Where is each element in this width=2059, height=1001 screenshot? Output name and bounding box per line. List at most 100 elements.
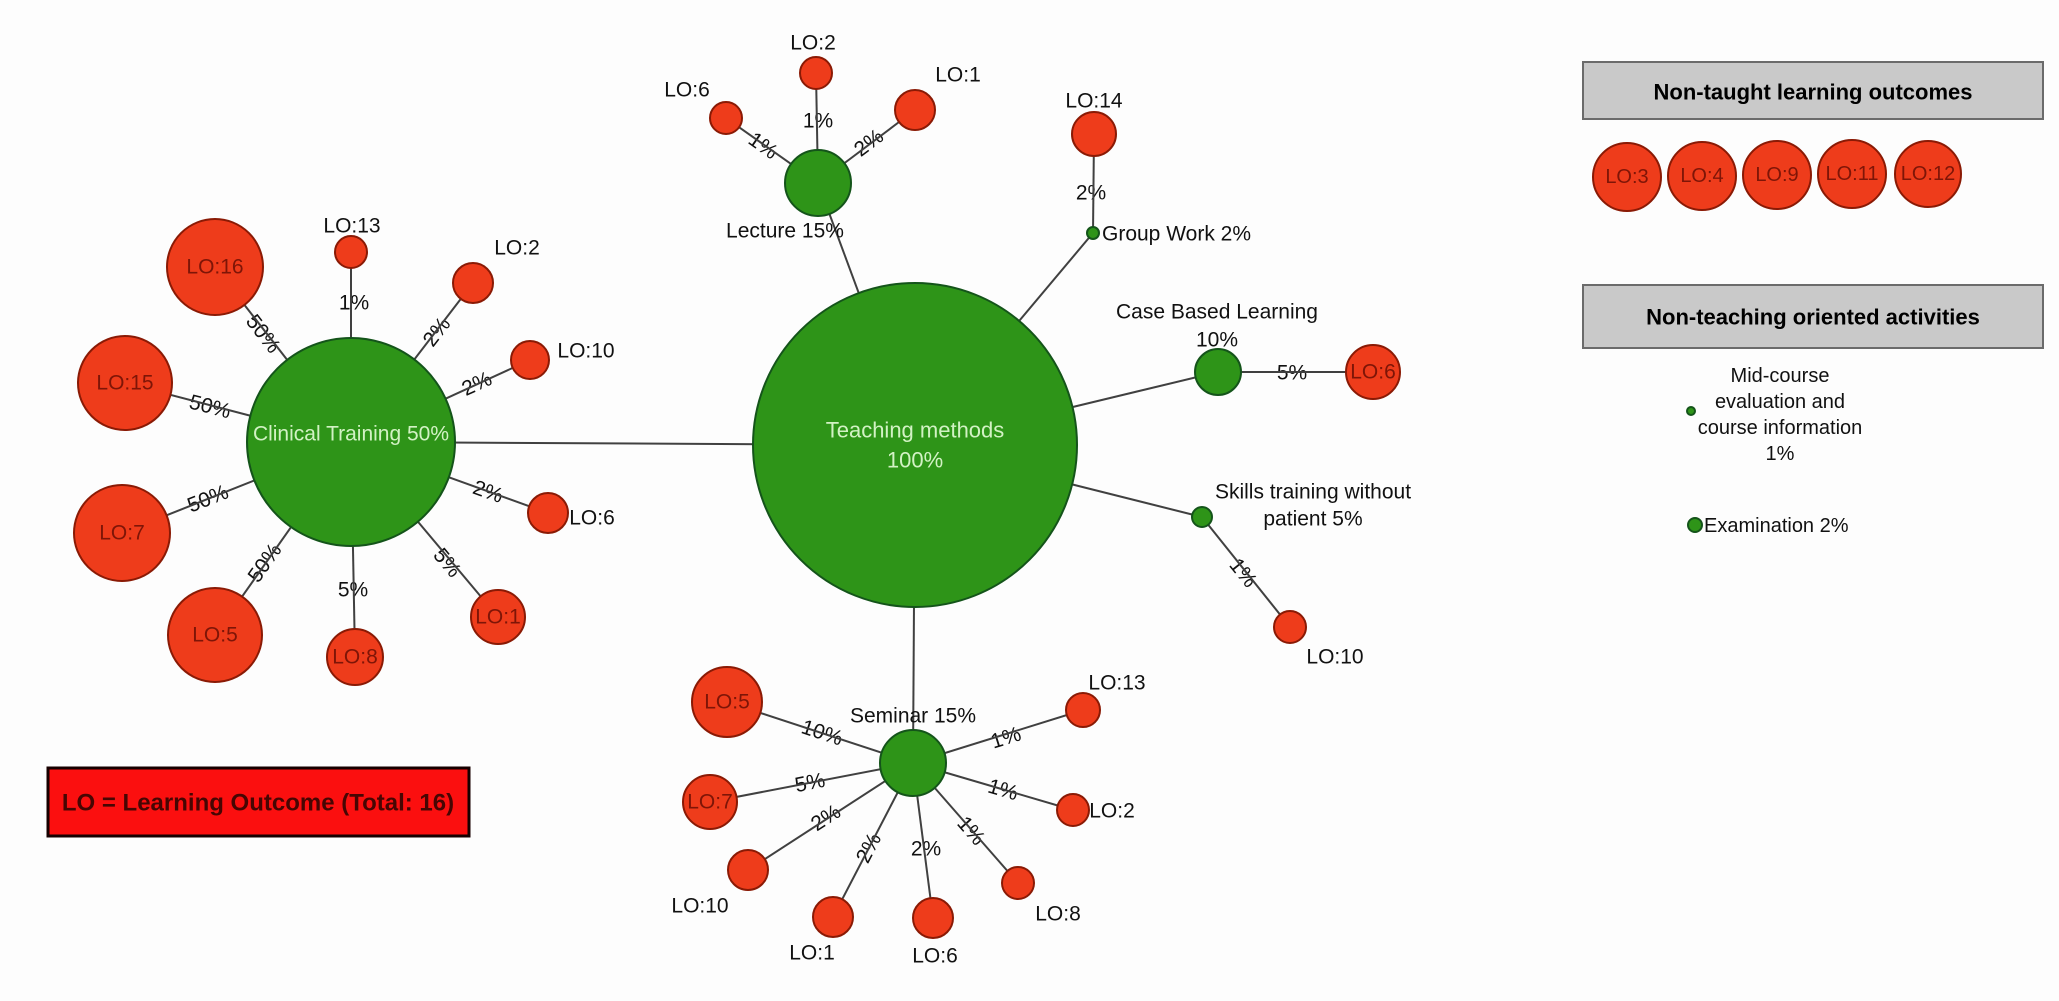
node-groupwork-circle (1086, 226, 1100, 240)
node-cbl6-label: LO:6 (1350, 361, 1396, 384)
edge-clinical-c16-label: 50% (241, 310, 285, 357)
node-c6-circle (527, 492, 569, 534)
node-tm-label: Teaching methods (826, 418, 1005, 443)
node-n4-label: LO:4 (1680, 165, 1723, 187)
node-m1-circle (812, 896, 854, 938)
node-sk10-circle (1273, 610, 1307, 644)
edge-seminar-m10-label: 2% (807, 800, 845, 836)
node-m5-label: LO:5 (704, 691, 750, 714)
node-c5-label: LO:5 (192, 624, 238, 647)
teaching-methods-graph: 50%1%2%2%50%2%50%50%5%5%1%1%2%2%5%1%10%5… (73, 32, 1962, 968)
node-cbl6-circle (1345, 344, 1401, 400)
legend: LO = Learning Outcome (Total: 16) (46, 766, 471, 838)
node-c7-circle (73, 484, 171, 582)
edge-groupwork-gw14-label: 2% (1076, 182, 1106, 205)
node-cbl-circle (1194, 348, 1242, 396)
node-m6-circle (912, 897, 954, 939)
node-c13-circle (334, 235, 368, 269)
legend-label: LO = Learning Outcome (Total: 16) (62, 790, 454, 817)
node-midcourse-label: Mid-course (1731, 365, 1830, 387)
node-n12-label: LO:12 (1901, 163, 1955, 185)
node-n11-circle (1817, 139, 1887, 209)
node-seminar-circle (879, 729, 947, 797)
node-n4-circle (1667, 141, 1737, 211)
edge-lecture-l6-label: 1% (744, 128, 782, 164)
node-gw14-label: LO:14 (1065, 90, 1123, 113)
node-n12-circle (1894, 140, 1962, 208)
node-m10-circle (727, 849, 769, 891)
edge-seminar-m6-label: 2% (911, 838, 941, 861)
node-l2-label: LO:2 (790, 32, 836, 55)
node-cbl-label: Case Based Learning (1116, 301, 1318, 324)
node-c1-circle (470, 589, 526, 645)
node-c16-label: LO:16 (186, 256, 243, 279)
node-l6-circle (709, 101, 743, 135)
node-m7-circle (682, 774, 738, 830)
node-cbl-label: 10% (1196, 329, 1238, 352)
edge-seminar-m7-line (709, 762, 914, 803)
node-midcourse-label: 1% (1766, 443, 1795, 465)
node-n3-label: LO:3 (1605, 166, 1648, 188)
node-c10-label: LO:10 (557, 340, 614, 363)
node-c15-label: LO:15 (96, 372, 153, 395)
non-teaching-header-box (1582, 284, 2044, 349)
node-tm-label: 100% (887, 448, 943, 473)
node-m5-circle (691, 666, 763, 738)
node-l1-circle (894, 89, 936, 131)
non-taught-header-box (1582, 61, 2044, 120)
non-teaching-header-label: Non-teaching oriented activities (1646, 305, 1980, 330)
node-n3-circle (1592, 142, 1662, 212)
node-c15-circle (77, 335, 173, 431)
legend-box (46, 766, 471, 838)
node-n11-label: LO:11 (1826, 163, 1879, 185)
node-m6-label: LO:6 (912, 945, 958, 968)
node-n9-label: LO:9 (1755, 164, 1798, 186)
node-m10-label: LO:10 (671, 895, 728, 918)
node-midcourse-circle (1686, 406, 1696, 416)
node-m13-circle (1065, 692, 1101, 728)
node-sk10-label: LO:10 (1306, 646, 1363, 669)
node-c8-circle (326, 628, 384, 686)
node-clinical-circle (246, 337, 456, 547)
node-c16-circle (166, 218, 264, 316)
node-c8-label: LO:8 (332, 646, 378, 669)
node-l1-label: LO:1 (935, 64, 981, 87)
node-l2-circle (799, 56, 833, 90)
node-c2-label: LO:2 (494, 237, 540, 260)
edge-clinical-c13-label: 1% (339, 292, 369, 315)
node-m2-label: LO:2 (1089, 800, 1135, 823)
node-m8-circle (1001, 866, 1035, 900)
node-seminar-label: Seminar 15% (850, 705, 976, 728)
edge-clinical-c1-label: 5% (428, 544, 465, 582)
node-lecture-circle (784, 149, 852, 217)
node-skills-label: patient 5% (1263, 508, 1362, 531)
node-midcourse-label: course information (1698, 417, 1863, 439)
node-m8-label: LO:8 (1035, 903, 1081, 926)
node-lecture-label: Lecture 15% (726, 220, 844, 243)
node-m1-label: LO:1 (789, 942, 835, 965)
node-skills-label: Skills training without (1215, 481, 1411, 504)
non-teaching-panel: Non-teaching oriented activities (1582, 284, 2044, 349)
node-c1-label: LO:1 (475, 606, 521, 629)
node-n9-circle (1742, 140, 1812, 210)
edge-skills-sk10-label: 1% (1225, 554, 1262, 592)
edge-clinical-c15-label: 50% (187, 391, 233, 424)
node-c13-label: LO:13 (323, 215, 380, 238)
node-c2-circle (452, 262, 494, 304)
node-l6-label: LO:6 (664, 79, 710, 102)
node-c7-label: LO:7 (99, 522, 145, 545)
node-c10-circle (510, 340, 550, 380)
non-taught-header-label: Non-taught learning outcomes (1654, 80, 1973, 105)
node-m7-label: LO:7 (687, 791, 733, 814)
node-clinical-label: Clinical Training 50% (253, 423, 449, 446)
node-m2-circle (1056, 793, 1090, 827)
node-midcourse-label: evaluation and (1715, 391, 1845, 413)
node-m13-label: LO:13 (1088, 672, 1145, 695)
edge-skills-sk10-line (1201, 516, 1291, 628)
non-taught-panel: Non-taught learning outcomes (1582, 61, 2044, 120)
node-exam-circle (1687, 517, 1703, 533)
edge-lecture-l2-label: 1% (803, 110, 833, 133)
node-gw14-circle (1071, 111, 1117, 157)
